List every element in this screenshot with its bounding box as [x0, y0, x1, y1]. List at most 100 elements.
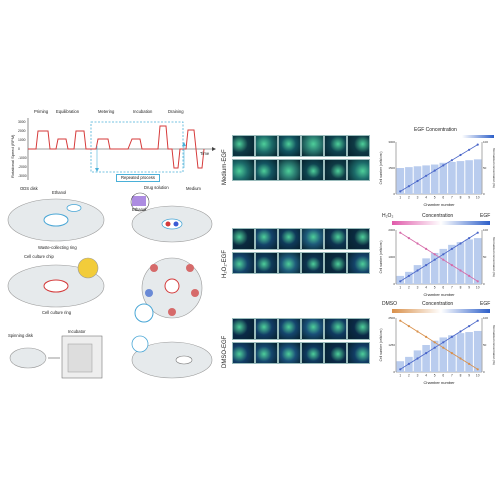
chart1-gradient	[462, 135, 494, 138]
drug-loading-illustration	[130, 192, 213, 243]
series-point	[399, 319, 402, 322]
microscopy-tile	[301, 318, 324, 340]
chart3-dmso-label: DMSO	[382, 301, 397, 307]
series-point	[442, 346, 445, 349]
series-point	[459, 330, 462, 333]
x-tick-label: 2	[408, 286, 410, 290]
ods-disk-illustration	[7, 198, 105, 242]
series-point	[442, 258, 445, 261]
series-point	[433, 346, 436, 349]
cell-chip-illustration	[7, 257, 105, 308]
chart3-egf-label: EGF	[480, 301, 491, 307]
microscopy-tile	[232, 228, 255, 250]
protocol-ylabel: Rotational Speed (RPM)	[10, 134, 15, 178]
microscopy-tile	[324, 318, 347, 340]
row-label-dmso-egf: DMSO-EGF	[222, 335, 228, 368]
label-incubator: Incubator	[68, 329, 86, 334]
y2-axis-label: Normalized concentration (%)	[492, 148, 496, 188]
bar	[456, 242, 465, 284]
x-tick-label: 9	[468, 196, 470, 200]
microscopy-tile	[232, 135, 255, 157]
x-tick-label: 5	[434, 286, 436, 290]
y2-tick-label: 50	[483, 343, 487, 347]
series-point	[476, 319, 479, 322]
series-point	[407, 362, 410, 365]
x-axis-label: Chamber number	[423, 202, 455, 207]
series-point	[433, 253, 436, 256]
microscopy-tile	[232, 252, 255, 274]
microscopy-tile	[347, 342, 370, 364]
y-tick-label: 0	[393, 192, 395, 196]
microscopy-tile	[324, 252, 347, 274]
y-tick-label: 1500	[388, 166, 395, 170]
label-cell-culture-ring: Cell culture ring	[42, 310, 72, 315]
series-point	[416, 330, 419, 333]
bar	[396, 168, 405, 194]
series-point	[459, 269, 462, 272]
phase-equilibration: Equilibration	[56, 109, 80, 114]
chart2-concentration: Concentration	[422, 213, 454, 219]
y2-tick-label: 0	[483, 192, 485, 196]
microscopy-tile	[347, 318, 370, 340]
bar	[456, 333, 465, 372]
microscopy-tile	[255, 135, 278, 157]
bar	[473, 159, 482, 194]
series-point	[407, 185, 410, 188]
series-point	[450, 159, 453, 162]
series-point	[425, 264, 428, 267]
series-point	[416, 242, 419, 245]
time-label: Time	[200, 151, 210, 156]
x-tick-label: 3	[417, 196, 419, 200]
x-tick-label: 8	[460, 286, 462, 290]
series-point	[476, 280, 479, 283]
bar	[396, 361, 405, 372]
phase-metering: Metering	[98, 109, 115, 114]
x-tick-label: 1	[399, 286, 401, 290]
microscopy-tile	[255, 228, 278, 250]
y-tick-label: 0	[393, 282, 395, 286]
y2-axis-label: Normalized concentration (%)	[492, 325, 496, 365]
bar	[430, 252, 439, 284]
x-tick-label: 5	[434, 196, 436, 200]
microscopy-tile	[324, 342, 347, 364]
y-tick-label: 2500	[388, 316, 395, 320]
phase-incubation: Incubation	[133, 109, 153, 114]
x-tick-label: 6	[442, 374, 444, 378]
micro-row-2: H₂O₂-EGF	[222, 228, 372, 280]
bar	[422, 258, 430, 284]
y2-tick-label: 100	[483, 228, 488, 232]
setup-panel: ODS disk Ethanol Drug solution Medium Et…	[4, 185, 218, 388]
x-tick-label: 2	[408, 196, 410, 200]
chart2-h2o2-label: H₂O₂	[382, 213, 394, 219]
microscopy-tile	[255, 159, 278, 181]
label-cell-culture-chip: Cell culture chip	[24, 254, 54, 259]
series-point	[468, 237, 471, 240]
micro-row-3: DMSO-EGF	[222, 318, 372, 370]
series-point	[442, 164, 445, 167]
label-ethanol-2: Ethanol	[132, 207, 147, 212]
microscopy-tile	[301, 252, 324, 274]
series-point	[416, 269, 419, 272]
x-tick-label: 4	[425, 286, 427, 290]
bar	[439, 162, 448, 194]
series-point	[468, 325, 471, 328]
series-point	[399, 280, 402, 283]
x-tick-label: 9	[468, 374, 470, 378]
x-axis-label: Chamber number	[423, 292, 455, 297]
series-point	[399, 190, 402, 193]
x-tick-label: 7	[451, 286, 453, 290]
protocol-yticks: 3000 2000 1000 0 -1000 -2000 -3000	[18, 120, 27, 178]
y2-tick-label: 50	[483, 166, 487, 170]
x-tick-label: 3	[417, 374, 419, 378]
series-point	[399, 231, 402, 234]
y2-tick-label: 100	[483, 140, 488, 144]
x-tick-label: 10	[476, 374, 480, 378]
series-point	[468, 362, 471, 365]
microscopy-tile	[347, 228, 370, 250]
y2-tick-label: 100	[483, 316, 488, 320]
bar	[439, 337, 448, 372]
series-point	[433, 258, 436, 261]
bar	[439, 248, 448, 284]
x-tick-label: 7	[451, 196, 453, 200]
